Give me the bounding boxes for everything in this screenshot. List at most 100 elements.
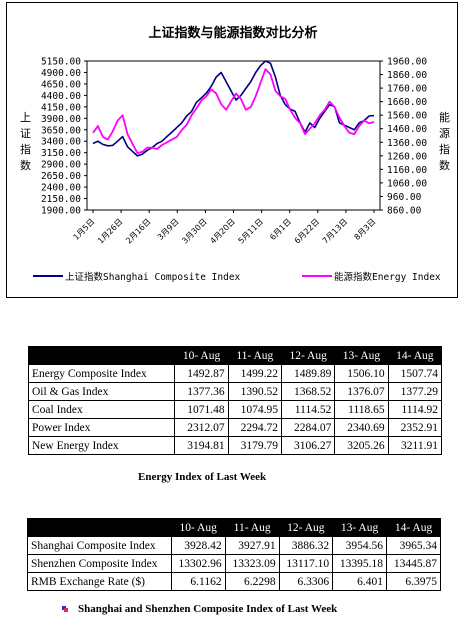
x-tick-label: 6月1日 [268, 217, 293, 242]
table-row: Shanghai Composite Index 3928.42 3927.91 38… [27, 536, 441, 555]
table-cell: 3928.42 [170, 536, 226, 555]
table-cell: 3205.26 [334, 436, 389, 455]
right-tick-label: 1460.00 [387, 124, 427, 135]
table-cell: 3965.34 [386, 536, 441, 555]
legend-label-shanghai: 上证指数Shanghai Composite Index [65, 271, 241, 283]
composite-index-table: 10- Aug 11- Aug 12- Aug 13- Aug 14- Aug Shan… [27, 518, 441, 591]
right-axis-label-char: 能 [439, 110, 450, 124]
table-cell: 2352.91 [387, 418, 443, 437]
x-tick-label: 3月30日 [180, 217, 208, 245]
left-tick-label: 3400.00 [41, 137, 81, 148]
right-tick-label: 1160.00 [387, 165, 427, 176]
row-label: Oil & Gas Index [27, 382, 176, 401]
legend-label-energy: 能源指数Energy Index [334, 271, 441, 283]
table-cell: 13117.10 [278, 554, 334, 573]
table-cell: 2340.69 [334, 418, 389, 437]
chart-title: 上证指数与能源指数对比分析 [148, 25, 317, 41]
table-cell: 1506.10 [334, 364, 389, 383]
table-row: New Energy Index 3194.81 3179.79 3106.27 320… [27, 436, 443, 455]
table-cell: 1499.22 [227, 364, 283, 383]
left-axis-label-char: 上 [20, 111, 31, 124]
left-tick-label: 2900.00 [41, 160, 81, 171]
column-header: 11- Aug [224, 518, 280, 537]
table-row: Shenzhen Composite Index 13302.96 13323.09… [27, 554, 441, 573]
line-chart: 上证指数与能源指数对比分析 5150.004900.004650.004400.0… [20, 25, 450, 283]
x-tick-label: 6月22日 [293, 217, 321, 245]
x-tick-label: 3月9日 [156, 217, 181, 242]
table-cell: 1071.48 [174, 400, 229, 419]
composite-table-caption: Shanghai and Shenzhen Composite Index of… [78, 603, 338, 615]
x-tick-label: 7月13日 [321, 217, 349, 245]
table-cell: 6.401 [332, 572, 388, 591]
right-tick-label: 1760.00 [387, 84, 427, 95]
energy-index-table: 10- Aug 11- Aug 12- Aug 13- Aug 14- Aug Ener… [27, 346, 443, 455]
left-tick-label: 2400.00 [41, 183, 81, 194]
column-header: 12- Aug [278, 518, 334, 537]
column-header: 10- Aug [174, 346, 229, 365]
row-label: New Energy Index [27, 436, 176, 455]
header-blank-cell [27, 346, 176, 365]
left-axis-label-char: 指 [20, 142, 31, 156]
right-axis-label-char: 数 [439, 159, 450, 172]
row-label: RMB Exchange Rate ($) [27, 572, 172, 591]
table-cell: 1114.52 [280, 400, 336, 419]
x-tick-label: 1月5日 [72, 217, 97, 242]
left-tick-label: 4900.00 [41, 68, 81, 79]
row-label: Shanghai Composite Index [27, 536, 172, 555]
x-tick-label: 5月11日 [237, 217, 265, 245]
row-label: Shenzhen Composite Index [27, 554, 172, 573]
x-tick-label: 8月3日 [353, 217, 378, 242]
left-axis-label-char: 证 [20, 127, 31, 140]
column-header: 13- Aug [332, 518, 388, 537]
column-header: 12- Aug [280, 346, 336, 365]
right-tick-label: 1960.00 [387, 57, 427, 68]
table-cell: 13395.18 [332, 554, 388, 573]
table-cell: 3179.79 [227, 436, 283, 455]
table-cell: 3927.91 [224, 536, 280, 555]
table-cell: 6.3975 [386, 572, 441, 591]
table-cell: 6.3306 [278, 572, 334, 591]
table-cell: 3886.32 [278, 536, 334, 555]
left-tick-label: 2650.00 [41, 171, 81, 182]
row-label: Power Index [27, 418, 176, 437]
table-cell: 1507.74 [387, 364, 443, 383]
right-tick-label: 1060.00 [387, 178, 427, 189]
right-tick-label: 1360.00 [387, 138, 427, 149]
table-cell: 2312.07 [174, 418, 229, 437]
column-header: 14- Aug [386, 518, 441, 537]
table-header-row: 10- Aug 11- Aug 12- Aug 13- Aug 14- Aug [27, 346, 443, 365]
table-row: Energy Composite Index 1492.87 1499.22 1489… [27, 364, 443, 383]
chart-frame: 上证指数与能源指数对比分析 5150.00 4900.00 4650.00 4400.0… [6, 2, 458, 298]
left-tick-label: 3150.00 [41, 148, 81, 159]
right-tick-label: 1660.00 [387, 97, 427, 108]
table-cell: 3211.91 [387, 436, 443, 455]
right-axis-label-char: 源 [439, 126, 450, 140]
table-cell: 1074.95 [227, 400, 283, 419]
plot-area [86, 60, 381, 211]
header-blank-cell [27, 518, 172, 537]
table-header-row: 10- Aug 11- Aug 12- Aug 13- Aug 14- Aug [27, 518, 441, 537]
table-cell: 1118.65 [334, 400, 389, 419]
right-tick-label: 960.00 [387, 192, 422, 203]
left-tick-label: 3650.00 [41, 125, 81, 136]
right-tick-label: 1260.00 [387, 151, 427, 162]
table-cell: 1377.36 [174, 382, 229, 401]
table-cell: 6.1162 [170, 572, 226, 591]
right-tick-label: 860.00 [387, 206, 422, 217]
table-cell: 13302.96 [170, 554, 226, 573]
series-line-left [92, 60, 375, 157]
table-cell: 2294.72 [227, 418, 283, 437]
left-tick-label: 2150.00 [41, 194, 81, 205]
table-cell: 13445.87 [386, 554, 441, 573]
table-cell: 13323.09 [224, 554, 280, 573]
table-row: Coal Index 1071.48 1074.95 1114.52 1118.65 11… [27, 400, 443, 419]
left-tick-label: 1900.00 [41, 206, 81, 217]
table-cell: 3106.27 [280, 436, 336, 455]
x-tick-label: 4月20日 [208, 217, 236, 245]
table-cell: 1492.87 [174, 364, 229, 383]
table-row: Oil & Gas Index 1377.36 1390.52 1368.52 1376… [27, 382, 443, 401]
row-label: Energy Composite Index [27, 364, 176, 383]
left-tick-label: 4150.00 [41, 102, 81, 113]
series-line-right [92, 68, 375, 155]
table-cell: 1390.52 [227, 382, 283, 401]
